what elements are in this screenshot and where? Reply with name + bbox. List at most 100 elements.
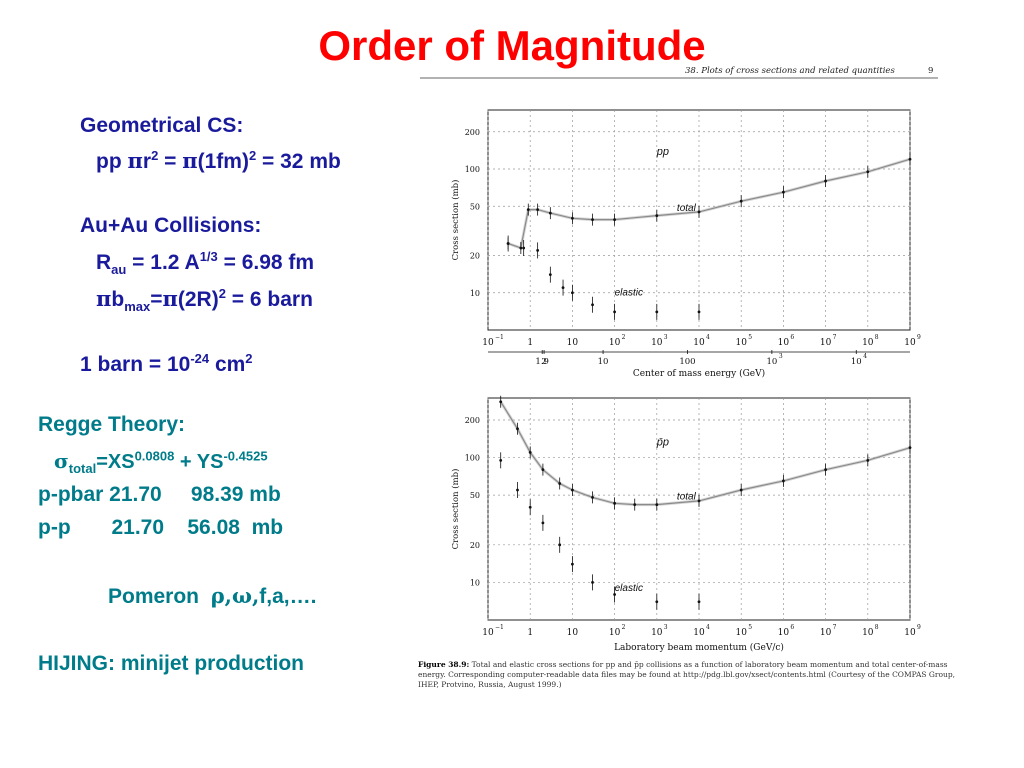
radius-sup: 1/3: [199, 249, 218, 264]
data-point: [541, 521, 545, 525]
pomeron-label: Pomeron: [108, 585, 211, 608]
x-tick-label: 10: [904, 628, 916, 638]
auau-heading: Au+Au Collisions:: [80, 214, 262, 237]
sigma-sub: total: [68, 461, 97, 476]
x-tick-exponent: 2: [622, 334, 626, 341]
total-band: [499, 400, 911, 507]
bmax-result: = 6 barn: [225, 288, 313, 311]
data-point: [739, 488, 743, 492]
series-label-total: total: [677, 203, 697, 214]
secondary-x-tick-label: 10: [598, 357, 609, 367]
secondary-x-tick-exponent: 4: [863, 353, 867, 360]
regge-ys: + YS: [174, 451, 224, 473]
x-axis-label: Laboratory beam momentum (GeV/c): [614, 642, 784, 653]
pomeron-greek: ρ,ω,: [210, 583, 260, 608]
barn-cm: cm: [209, 353, 246, 376]
series-label-elastic: elastic: [615, 288, 643, 299]
data-point: [655, 214, 659, 218]
data-point: [571, 216, 574, 220]
data-point: [536, 248, 540, 252]
data-point: [516, 488, 519, 492]
slide-title: Order of Magnitude: [318, 22, 706, 69]
radius-formula: Rau = 1.2 A1/3 = 6.98 fm: [96, 250, 314, 276]
pomeron-line: Pomeron ρ,ω,f,a,….: [108, 583, 316, 610]
regge-heading: Regge Theory:: [38, 413, 186, 436]
data-point: [536, 208, 540, 212]
caption-text: Total and elastic cross sections for pp …: [418, 660, 956, 689]
y-tick-label: 200: [465, 416, 480, 425]
data-point: [591, 303, 594, 307]
x-tick-exponent: 3: [664, 334, 668, 341]
figure-caption: Figure 38.9: Total and elastic cross sec…: [418, 660, 958, 690]
x-tick-label: 10: [609, 338, 621, 348]
hijing-line: HIJING: minijet production: [38, 652, 304, 675]
series-label-reaction: p̄p: [656, 436, 669, 448]
figure-header-text: 38. Plots of cross sections and related …: [685, 66, 895, 76]
y-tick-label: 10: [470, 289, 480, 298]
x-tick-label: 10: [735, 338, 747, 348]
figure-svg: 38. Plots of cross sections and related …: [420, 66, 938, 653]
total-curve: [500, 401, 911, 506]
data-point: [613, 310, 616, 314]
total-band: [507, 157, 911, 250]
x-tick-label: 1: [527, 628, 533, 638]
x-tick-label: 10: [567, 338, 579, 348]
y-tick-label: 50: [470, 491, 480, 500]
x-tick-exponent: −1: [495, 334, 504, 341]
data-point: [571, 291, 574, 295]
data-point: [697, 310, 701, 314]
data-point: [571, 488, 574, 492]
geo-sq1: 2: [151, 148, 159, 163]
data-point: [697, 499, 701, 503]
series-label-total: total: [677, 492, 697, 503]
x-tick-exponent: 7: [833, 624, 837, 631]
y-tick-label: 10: [470, 578, 480, 587]
x-tick-exponent: 8: [875, 334, 879, 341]
data-point: [824, 468, 827, 472]
data-point: [613, 593, 616, 596]
data-point: [561, 286, 565, 290]
data-point: [548, 273, 552, 277]
x-tick-exponent: 6: [790, 334, 794, 341]
data-point: [782, 479, 785, 483]
x-tick-exponent: 5: [748, 624, 752, 631]
x-tick-label: 10: [693, 628, 705, 638]
x-tick-label: 10: [778, 628, 790, 638]
x-tick-label: 10: [651, 628, 663, 638]
data-point: [633, 503, 637, 507]
x-tick-label: 10: [862, 338, 874, 348]
regge-xs: =XS: [96, 451, 135, 473]
data-point: [528, 451, 532, 454]
radius-result: = 6.98 fm: [217, 251, 315, 274]
x-tick-label: 10: [693, 338, 705, 348]
series-label-reaction: pp: [656, 146, 669, 158]
bmax-2r: (2R): [177, 288, 219, 311]
secondary-x-tick-exponent: 3: [779, 353, 783, 360]
y-tick-label: 200: [465, 128, 480, 137]
data-point: [519, 246, 523, 250]
pi-symbol: π: [182, 148, 198, 173]
secondary-x-tick-label: 2: [541, 357, 546, 367]
radius-R: R: [96, 251, 112, 274]
data-point: [506, 242, 510, 245]
pomeron-rest: f,a,….: [259, 585, 317, 608]
data-point: [571, 562, 574, 566]
data-point: [866, 170, 870, 174]
bmax-formula: πbmax=π(2R)2 = 6 barn: [96, 286, 313, 313]
x-tick-label: 10: [778, 338, 790, 348]
geo-formula: pp πr2 = π(1fm)2 = 32 mb: [96, 148, 341, 175]
data-point: [591, 581, 594, 584]
regge-exp1: 0.0808: [134, 448, 175, 464]
secondary-x-axis-label: Center of mass energy (GeV): [633, 368, 765, 379]
data-point: [528, 505, 532, 509]
data-point: [824, 179, 827, 183]
data-point: [526, 208, 530, 212]
x-tick-label: 10: [567, 628, 579, 638]
barn-conversion: 1 barn = 10-24 cm2: [80, 352, 253, 378]
data-point: [697, 600, 701, 604]
x-tick-label: 10: [482, 338, 494, 348]
x-tick-label: 10: [820, 338, 832, 348]
x-tick-exponent: 2: [622, 624, 626, 631]
total-curve: [507, 158, 911, 249]
geo-result: = 32 mb: [256, 150, 341, 173]
